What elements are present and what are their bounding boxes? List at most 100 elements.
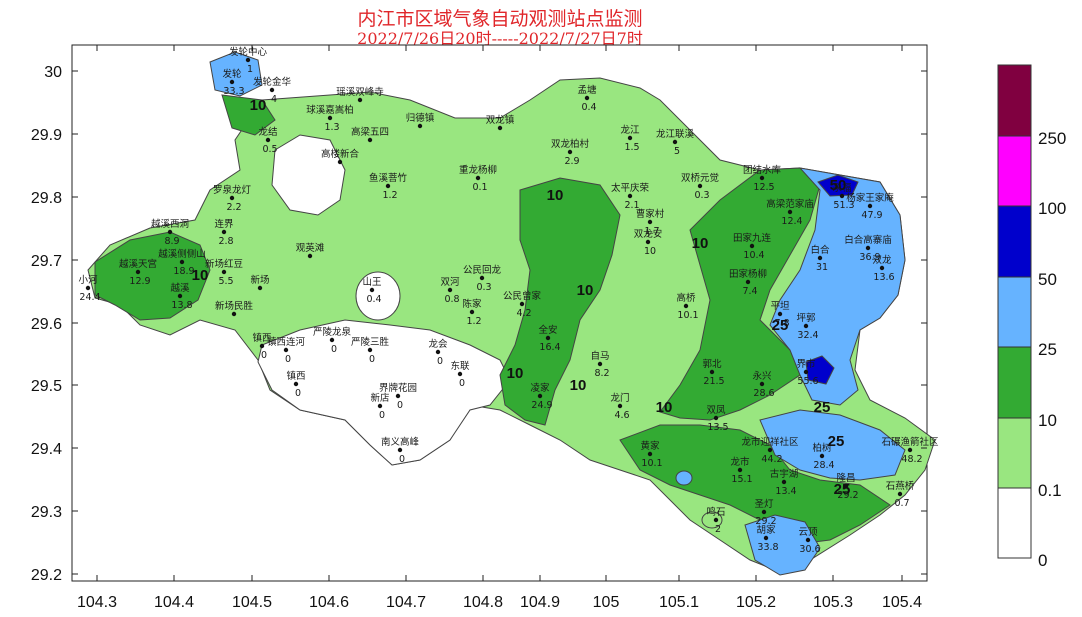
- lake-south: [701, 511, 723, 529]
- station-dot: [767, 447, 773, 453]
- contour-label: 50: [830, 177, 847, 194]
- station-dot: [781, 479, 787, 485]
- station-value: 0: [285, 354, 291, 365]
- station-dot: [417, 123, 423, 129]
- station-name: 自马: [590, 350, 609, 362]
- station: 山王 0.4: [362, 277, 382, 305]
- station: 永福 51.3: [832, 182, 854, 211]
- station-value: 10.1: [677, 310, 698, 321]
- station-value: 29.2: [837, 490, 858, 501]
- x-tick-label: 104.8: [463, 594, 503, 611]
- contour-label: 25: [834, 481, 851, 498]
- station: 双龙 13.6: [872, 254, 894, 283]
- station-name: 鸣石: [706, 506, 725, 518]
- station-dot: [713, 415, 719, 421]
- station-name: 发轮金华: [253, 76, 292, 88]
- station-dot: [737, 467, 743, 473]
- station-dot: [85, 285, 91, 291]
- station-name: 新场民胜: [215, 300, 254, 312]
- station-value: 0: [369, 354, 375, 365]
- station-value: 1.2: [382, 190, 397, 201]
- area-darkblue-east: [805, 355, 835, 385]
- colorbar-swatch: [997, 135, 1032, 207]
- station-value: 0.4: [581, 102, 596, 113]
- station-dot: [759, 175, 765, 181]
- x-axis: 104.3 104.4 104.5 104.6 104.7 104.8 104.9 105 10…: [77, 45, 922, 611]
- station: 越溪侧侧山 18.9: [158, 248, 206, 277]
- station-name: 双龙柏村: [551, 138, 590, 150]
- x-tick-label: 104.4: [154, 594, 194, 611]
- station-dot: [763, 535, 769, 541]
- station-dot: [229, 195, 235, 201]
- y-tick-label: 30: [44, 64, 62, 81]
- x-tick-label: 104.5: [232, 594, 272, 611]
- colorbar-swatch: [997, 64, 1032, 137]
- station-dot: [879, 265, 885, 271]
- station: 发轮金华 4: [253, 76, 292, 105]
- station-value: 5: [674, 146, 680, 157]
- station-name: 镇西: [286, 370, 305, 382]
- station: 公民曾家 4.2: [503, 290, 542, 319]
- area-blue-southwest: [744, 514, 821, 576]
- station-value: 7.4: [742, 286, 757, 297]
- station-name: 双河: [440, 276, 460, 288]
- station-dot: [697, 183, 703, 189]
- station: 龙江 1.5: [620, 124, 640, 153]
- station-dot: [229, 79, 235, 85]
- area-darkblue-north: [817, 174, 859, 197]
- station: 归德镇: [406, 112, 435, 129]
- y-tick-label: 29.9: [31, 127, 62, 144]
- x-tick-label: 104.6: [309, 594, 349, 611]
- x-tick-label: 105.1: [659, 594, 699, 611]
- station-value: 1: [247, 64, 253, 75]
- station-name: 隆昌: [836, 472, 855, 484]
- station-name: 归德镇: [406, 112, 435, 124]
- station-name: 高桥: [676, 292, 696, 304]
- station: 凌家 24.9: [530, 382, 552, 411]
- station-dot: [475, 175, 481, 181]
- contour-label: 10: [577, 282, 594, 299]
- station: 高桥 10.1: [676, 292, 698, 321]
- map-title: 内江市区域气象自动观测站点监测: [357, 8, 643, 30]
- station-dot: [337, 159, 343, 165]
- station-dot: [177, 293, 183, 299]
- station: 双凤 13.5: [706, 405, 728, 433]
- station-name: 球溪嘉嵩柏: [306, 104, 354, 116]
- station: 高楼新合: [321, 148, 360, 165]
- station-value: 51.3: [833, 200, 854, 211]
- station-dot: [537, 393, 543, 399]
- contour-label: 10: [547, 187, 564, 204]
- station-name: 新场红豆: [205, 258, 243, 270]
- contour-label: 10: [250, 97, 267, 114]
- station-dot: [369, 287, 375, 293]
- station: 太平庆荣 2.1: [611, 182, 650, 211]
- colorbar-label: 0.1: [1038, 481, 1062, 500]
- station-dot: [803, 369, 809, 375]
- station: 云顶 30.6: [798, 527, 820, 555]
- station: 圣灯 29.2: [754, 499, 776, 527]
- station-name: 双龙镇: [486, 114, 515, 126]
- station-value: 4.6: [614, 410, 629, 421]
- contour-label: 25: [772, 317, 789, 334]
- station-value: 33.8: [757, 542, 778, 553]
- station-value: 24.4: [79, 292, 100, 303]
- x-tick-label: 104.7: [386, 594, 426, 611]
- station-name: 南义高峰: [381, 436, 420, 448]
- station-value: 48.2: [901, 454, 922, 465]
- y-tick-label: 29.8: [31, 190, 62, 207]
- area-blue-northwest: [209, 51, 263, 97]
- station-value: 32.4: [797, 330, 818, 341]
- station: 坪郭 32.4: [796, 312, 818, 341]
- station-value: 0: [459, 378, 465, 389]
- station: 陈家 1.2: [462, 298, 482, 327]
- station-name: 石燕桥: [886, 480, 915, 492]
- station-name: 高楼新合: [321, 148, 360, 160]
- station: 新场红豆 5.5: [205, 258, 243, 287]
- station-dot: [259, 343, 265, 349]
- station-name: 龙会: [428, 338, 448, 350]
- station: 镇西 0: [252, 332, 271, 361]
- station-dot: [367, 137, 373, 143]
- station: 古宇湖 13.4: [770, 468, 799, 497]
